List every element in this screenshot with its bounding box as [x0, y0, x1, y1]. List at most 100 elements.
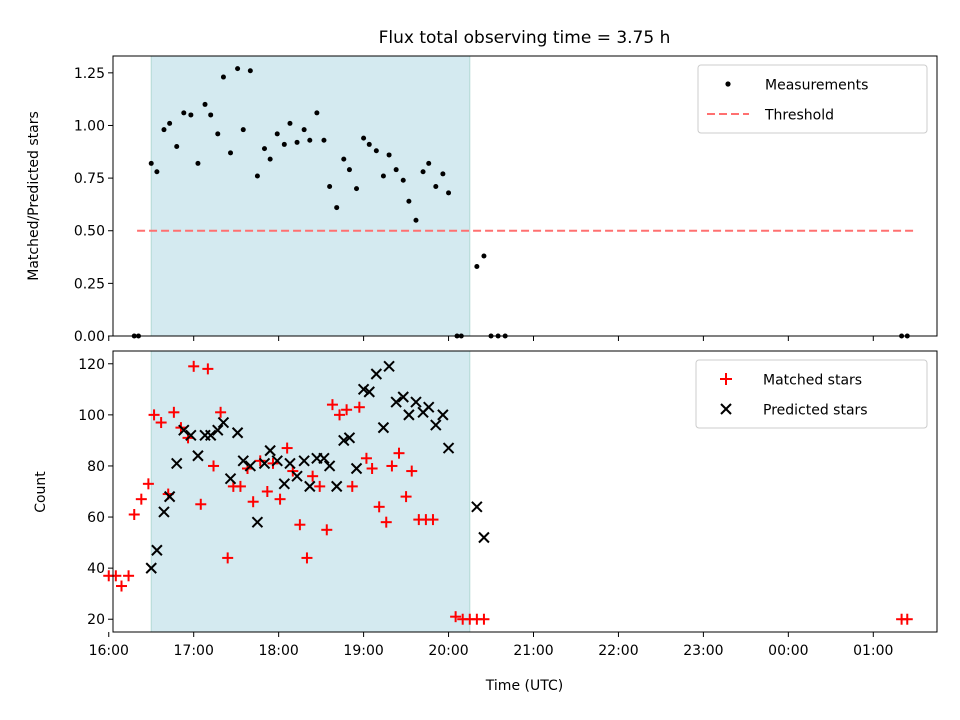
predicted-star-stroke-b — [224, 473, 237, 485]
matched-star-point — [254, 455, 266, 467]
predicted-star-stroke-b — [343, 432, 356, 444]
predicted-star-stroke-b — [357, 383, 370, 396]
measurement-point — [346, 167, 352, 173]
predicted-star-stroke-b — [258, 457, 271, 470]
predicted-star-stroke-b — [264, 444, 276, 457]
measurement-point — [287, 120, 293, 126]
bottom-legend-box — [695, 359, 928, 429]
matched-star-point — [314, 480, 326, 492]
measurement-point — [440, 171, 446, 177]
matched-star-point — [261, 486, 273, 497]
measurement-point — [334, 205, 340, 211]
measurement-point — [240, 127, 246, 133]
measurement-point — [208, 112, 214, 118]
predicted-star-stroke-b — [423, 401, 435, 413]
predicted-star-stroke-b — [163, 490, 176, 503]
predicted-star-point — [291, 470, 303, 482]
legend-measurements-label: Measurements — [765, 78, 868, 94]
measurement-point — [481, 253, 487, 259]
measurement-point — [267, 156, 273, 162]
top-ytick-label: 0.00 — [74, 329, 105, 345]
predicted-star-stroke-b — [410, 396, 422, 408]
legend-matched-marker — [720, 373, 732, 385]
top-ylabel: Matched/Predicted stars — [26, 111, 42, 281]
measurement-point — [386, 152, 392, 158]
top-ytick-label: 1.25 — [74, 66, 105, 82]
predicted-star-stroke-b — [291, 470, 303, 482]
predicted-star-point — [284, 457, 296, 470]
top-ytick-label: 0.50 — [74, 224, 105, 240]
legend-predicted-marker — [720, 403, 732, 415]
measurement-point — [446, 190, 452, 196]
matched-star-point — [380, 516, 392, 528]
predicted-star-stroke-b — [192, 450, 204, 462]
measurement-point — [167, 120, 173, 126]
matched-star-point — [195, 498, 207, 510]
predicted-star-point — [163, 490, 176, 503]
predicted-star-point — [318, 452, 330, 464]
predicted-star-point — [237, 455, 249, 467]
matched-star-point — [222, 552, 234, 564]
matched-star-point — [366, 463, 378, 475]
predicted-star-point — [437, 409, 449, 421]
predicted-star-point — [145, 562, 157, 574]
predicted-star-stroke-b — [204, 429, 217, 442]
predicted-star-point — [151, 544, 163, 556]
matched-star-point — [110, 570, 122, 582]
predicted-star-stroke-b — [383, 360, 395, 373]
legend-predicted-label: Predicted stars — [763, 403, 868, 419]
bottom-ytick-label: 40 — [87, 561, 105, 577]
predicted-star-point — [244, 460, 257, 472]
measurement-point — [181, 110, 187, 116]
matched-star-point — [326, 399, 338, 411]
bottom-ytick-label: 60 — [87, 510, 105, 526]
xtick-label: 23:00 — [683, 643, 723, 659]
matched-star-point — [274, 493, 286, 505]
matched-star-point — [346, 480, 358, 492]
matched-star-point — [281, 442, 293, 454]
predicted-star-stroke-b — [158, 506, 170, 518]
matched-star-point — [247, 496, 259, 508]
predicted-star-point — [430, 419, 442, 431]
measurement-point — [301, 127, 307, 133]
measurement-point — [354, 186, 360, 192]
legend-threshold-label: Threshold — [764, 108, 834, 124]
predicted-star-stroke-b — [370, 368, 383, 380]
predicted-star-stroke-b — [278, 478, 291, 490]
chart-title: Flux total observing time = 3.75 h — [379, 28, 671, 48]
predicted-star-stroke-b — [151, 544, 163, 556]
predicted-star-stroke-b — [244, 460, 257, 472]
measurement-point — [281, 141, 287, 147]
matched-star-point — [360, 452, 372, 464]
measurement-point — [321, 137, 327, 143]
predicted-star-stroke-b — [390, 396, 402, 408]
xtick-label: 22:00 — [598, 643, 638, 659]
predicted-star-point — [390, 396, 402, 408]
measurement-point — [420, 169, 426, 175]
matched-star-point — [321, 524, 333, 536]
measurement-point — [215, 131, 221, 137]
measurement-point — [154, 169, 160, 175]
predicted-star-stroke-b — [350, 462, 363, 475]
matched-star-point — [450, 611, 462, 623]
predicted-star-point — [363, 386, 375, 398]
matched-star-point — [188, 360, 200, 372]
measurement-point — [254, 173, 260, 179]
predicted-star-stroke-b — [231, 427, 244, 439]
observing-span-shade — [150, 350, 471, 633]
predicted-star-point — [178, 424, 190, 436]
xtick-label: 21:00 — [513, 643, 553, 659]
matched-star-point — [148, 409, 160, 421]
xtick-label: 17:00 — [174, 643, 214, 659]
top-ytick-label: 0.75 — [74, 171, 105, 187]
predicted-star-stroke-b — [478, 531, 490, 544]
matched-star-point — [353, 401, 365, 413]
measurement-point — [188, 112, 194, 118]
matched-star-point — [128, 508, 140, 520]
predicted-star-point — [442, 442, 455, 454]
matched-star-point — [341, 404, 353, 416]
matched-star-point — [234, 480, 246, 492]
bottom-ylabel: Count — [33, 471, 49, 513]
predicted-star-point — [370, 368, 383, 380]
